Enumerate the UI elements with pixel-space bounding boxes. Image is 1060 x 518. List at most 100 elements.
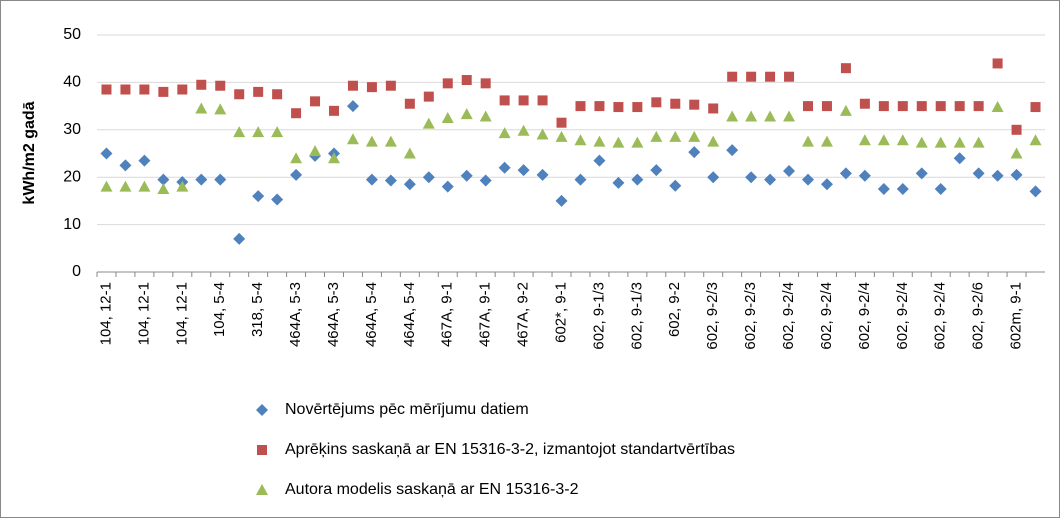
point	[441, 180, 454, 193]
x-tick-label: 464A, 5-3	[325, 282, 342, 347]
legend-label: Autora modelis saskaņā ar EN 15316-3-2	[285, 481, 579, 498]
point	[896, 134, 909, 146]
point	[612, 176, 625, 189]
point	[916, 101, 927, 112]
point	[347, 80, 358, 91]
point	[859, 98, 870, 109]
point	[195, 102, 208, 114]
point	[688, 130, 701, 142]
point	[517, 164, 530, 177]
x-tick-label: 602m, 9-1	[1008, 282, 1025, 350]
point	[839, 167, 852, 180]
point	[612, 136, 625, 148]
point	[233, 232, 246, 245]
point	[120, 84, 131, 95]
x-tick-label: 104, 12-1	[173, 282, 190, 345]
point	[688, 146, 701, 159]
point	[384, 174, 397, 187]
point	[991, 169, 1004, 182]
point	[858, 169, 871, 182]
point	[138, 154, 151, 167]
point	[708, 103, 719, 114]
point	[839, 104, 852, 116]
point	[1011, 124, 1022, 135]
point	[196, 79, 207, 90]
x-tick-label: 602, 9-2/6	[970, 282, 987, 350]
point	[177, 84, 188, 95]
point	[574, 173, 587, 186]
point	[139, 84, 150, 95]
point	[802, 173, 814, 186]
x-tick-label: 104, 12-1	[135, 282, 152, 345]
point	[460, 169, 473, 182]
point	[422, 117, 435, 129]
point	[100, 147, 113, 160]
point	[689, 99, 700, 110]
x-tick-label: 602, 9-1/3	[628, 282, 645, 350]
x-tick-label: 602, 9-2/3	[704, 282, 721, 350]
point	[214, 103, 227, 115]
y-tick-label: 50	[63, 26, 81, 43]
point	[991, 101, 1004, 113]
point	[877, 183, 890, 196]
point	[384, 135, 397, 147]
point	[934, 183, 947, 196]
x-tick-label: 602, 9-2/3	[742, 282, 759, 350]
point	[536, 168, 549, 181]
point	[745, 171, 758, 184]
point	[176, 180, 189, 192]
point	[517, 124, 530, 136]
x-tick-label: 602, 9-2/4	[894, 282, 911, 350]
point	[726, 110, 739, 122]
point	[365, 173, 378, 186]
point	[480, 78, 491, 89]
x-tick-label: 467A, 9-1	[439, 282, 456, 347]
point	[953, 136, 966, 148]
point	[669, 130, 682, 142]
x-tick-label: 602, 9-2/4	[818, 282, 835, 350]
point	[897, 101, 908, 112]
point	[574, 134, 587, 146]
point	[257, 445, 267, 455]
point	[972, 167, 985, 180]
point	[100, 180, 113, 192]
point	[613, 102, 624, 113]
point	[403, 178, 416, 191]
point	[593, 154, 606, 167]
point	[252, 190, 265, 203]
point	[498, 161, 511, 174]
point	[158, 86, 169, 97]
point	[896, 183, 909, 196]
y-tick-label: 0	[72, 263, 81, 280]
point	[329, 105, 339, 116]
point	[423, 91, 434, 102]
point	[460, 108, 473, 120]
point	[669, 179, 682, 192]
point	[727, 71, 738, 82]
point	[746, 71, 757, 82]
point	[934, 136, 947, 148]
x-tick-label: 602, 9-1/3	[590, 282, 607, 350]
point	[631, 136, 644, 148]
legend-label: Aprēķins saskaņā ar EN 15316-3-2, izmant…	[285, 441, 735, 458]
point	[101, 84, 112, 95]
point	[555, 130, 568, 142]
point	[310, 96, 321, 107]
point	[1029, 185, 1042, 198]
x-tick-label: 602, 9-2/4	[780, 282, 797, 350]
y-tick-label: 30	[63, 121, 81, 138]
point	[119, 180, 132, 192]
point	[498, 127, 511, 139]
point	[764, 173, 777, 186]
x-tick-label: 464A, 5-3	[287, 282, 304, 347]
point	[915, 136, 928, 148]
point	[119, 159, 132, 172]
point	[593, 135, 606, 147]
point	[256, 404, 268, 416]
point	[271, 193, 284, 206]
x-tick-label: 318, 5-4	[249, 282, 266, 337]
point	[651, 97, 662, 108]
point	[765, 71, 776, 82]
x-tick-label: 104, 5-4	[211, 282, 228, 337]
